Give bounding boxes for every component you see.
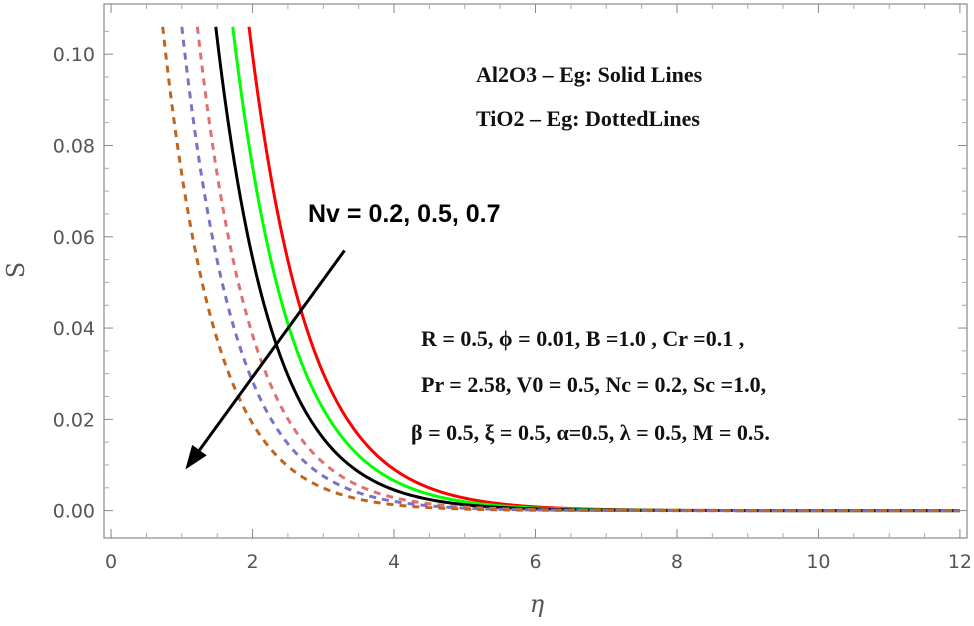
- legend-solid-text: Al2O3 – Eg: Solid Lines: [476, 62, 703, 87]
- params-line-3: β = 0.5, ξ = 0.5, α=0.5, λ = 0.5, M = 0.…: [411, 420, 770, 445]
- y-tick-label: 0.02: [53, 409, 95, 431]
- series-layer: [161, 26, 960, 513]
- x-axis-label: η: [530, 590, 545, 618]
- arrow-head: [185, 444, 207, 470]
- y-tick-label: 0.08: [53, 135, 95, 157]
- y-tick-labels: 0.00 0.02 0.04 0.06 0.08 0.10: [53, 44, 95, 522]
- x-tick-label: 6: [529, 551, 541, 573]
- arrow-layer: [185, 249, 346, 470]
- x-tick-label: 12: [948, 551, 972, 573]
- x-tick-label: 0: [105, 551, 117, 573]
- x-tick-label: 4: [388, 551, 400, 573]
- y-axis-label: S: [2, 262, 30, 278]
- x-tick-label: 10: [806, 551, 830, 573]
- y-tick-label: 0.10: [53, 44, 95, 66]
- y-tick-label: 0.00: [53, 501, 95, 523]
- ticks: [104, 4, 967, 538]
- legend-dotted-text: TiO2 – Eg: DottedLines: [476, 106, 700, 131]
- series-line-6: [161, 26, 960, 513]
- nv-parameter-label: Nv = 0.2, 0.5, 0.7: [308, 200, 501, 228]
- x-tick-labels: 0 2 4 6 8 10 12: [105, 551, 972, 573]
- y-tick-label: 0.06: [53, 227, 95, 249]
- x-tick-label: 2: [247, 551, 259, 573]
- params-line-1: R = 0.5, ϕ = 0.01, B =1.0 , Cr =0.1 ,: [421, 326, 744, 351]
- x-tick-label: 8: [671, 551, 683, 573]
- params-line-2: Pr = 2.58, V0 = 0.5, Nc = 0.2, Sc =1.0,: [421, 372, 766, 397]
- arrow-shaft: [198, 249, 346, 452]
- y-tick-label: 0.04: [53, 318, 95, 340]
